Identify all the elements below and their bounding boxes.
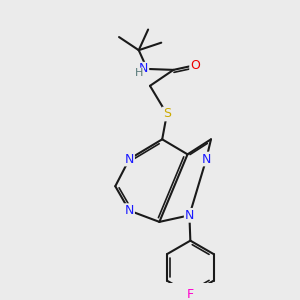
Text: S: S (163, 107, 171, 121)
Text: N: N (202, 152, 211, 166)
Text: O: O (190, 59, 200, 72)
Text: H: H (135, 68, 143, 78)
Text: F: F (187, 288, 194, 300)
Text: N: N (125, 152, 134, 166)
Text: N: N (139, 62, 148, 75)
Text: N: N (125, 204, 134, 217)
Text: N: N (185, 209, 194, 222)
